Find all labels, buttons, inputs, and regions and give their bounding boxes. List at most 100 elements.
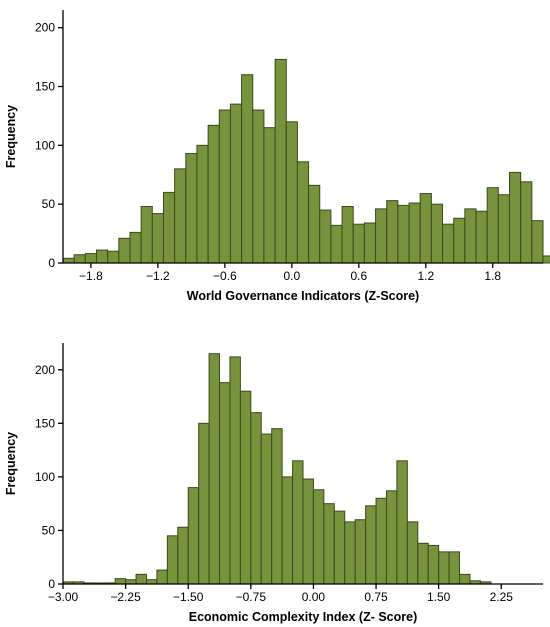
histogram-bar	[430, 203, 444, 264]
y-tick-label: 150	[35, 79, 55, 93]
histogram-bar	[107, 250, 120, 264]
histogram-bar	[365, 505, 377, 585]
histogram-bar	[308, 184, 321, 264]
y-tick-label: 50	[42, 523, 56, 537]
histogram-bar	[453, 217, 466, 264]
y-tick-label: 150	[35, 416, 55, 430]
histogram-bar	[62, 257, 75, 264]
x-tick-label: −1.2	[146, 269, 170, 283]
histogram-bar	[417, 542, 429, 585]
x-tick-label: 1.50	[427, 590, 451, 604]
histogram-bar	[344, 521, 356, 585]
complexity-x-ticks: −3.00 −2.25 −1.50 −0.75 0.00 0.75 1.50 2.25	[48, 584, 513, 604]
histogram-bar	[185, 153, 198, 264]
y-tick-label: 0	[48, 577, 55, 591]
histogram-bar	[531, 220, 544, 264]
histogram-bar	[260, 433, 273, 585]
histogram-bar	[375, 497, 387, 585]
histogram-bar	[198, 422, 210, 585]
complexity-bars	[62, 353, 492, 585]
x-tick-label: 0.0	[283, 269, 300, 283]
histogram-bar	[459, 573, 471, 585]
histogram-bar	[427, 544, 440, 585]
histogram-bar	[162, 191, 176, 264]
histogram-bar	[207, 124, 220, 264]
histogram-bar	[354, 519, 367, 585]
histogram-bar	[218, 109, 231, 264]
governance-bars	[62, 58, 550, 264]
histogram-bar	[375, 208, 388, 264]
histogram-bar	[229, 103, 243, 264]
governance-x-axis-title: World Governance Indicators (Z-Score)	[187, 289, 419, 303]
histogram-bar	[475, 210, 488, 264]
y-tick-label: 100	[35, 470, 55, 484]
complexity-y-ticks: 0 50 100 150 200	[35, 363, 63, 591]
histogram-bar	[219, 382, 231, 585]
y-tick-label: 50	[42, 197, 56, 211]
x-tick-label: −0.75	[236, 590, 267, 604]
histogram-bar	[352, 223, 365, 264]
governance-y-ticks: 0 50 100 150 200	[35, 21, 63, 270]
x-tick-label: 0.6	[350, 269, 367, 283]
histogram-bar	[330, 224, 343, 264]
y-tick-label: 0	[48, 256, 55, 270]
histogram-bar	[129, 231, 142, 264]
x-tick-label: −2.25	[110, 590, 141, 604]
histogram-bar	[419, 193, 432, 264]
histogram-bar	[296, 161, 310, 264]
histogram-bar	[241, 74, 254, 264]
complexity-x-axis-title: Economic Complexity Index (Z- Score)	[189, 610, 418, 624]
histogram-bar	[156, 569, 168, 585]
x-tick-label: −0.6	[213, 269, 237, 283]
histogram-bar	[95, 249, 109, 264]
histogram-bar	[250, 412, 262, 585]
histogram-bar	[166, 535, 179, 585]
histogram-bar	[84, 253, 97, 264]
governance-x-ticks: −1.8 −1.2 −0.6 0.0 0.6 1.2 1.8	[79, 263, 501, 283]
histogram-bar	[333, 510, 346, 585]
histogram-bar	[464, 208, 477, 264]
governance-histogram: 0 50 100 150 200 −1.8 −1.2 −0.6 0.0 0.6 1.2 1.8 Wo…	[4, 10, 550, 303]
histogram-bar	[135, 573, 147, 585]
histogram-bar	[271, 428, 283, 585]
x-tick-label: −3.00	[48, 590, 79, 604]
histogram-bar	[406, 521, 419, 585]
histogram-bar	[281, 476, 294, 585]
histogram-bar	[509, 171, 522, 264]
histogram-bar	[312, 489, 325, 585]
histogram-bar	[302, 478, 314, 585]
histogram-bar	[408, 202, 421, 264]
histogram-bar	[208, 353, 221, 585]
histogram-bar	[542, 255, 550, 264]
governance-y-axis-title: Frequency	[4, 105, 18, 168]
histogram-bar	[174, 168, 187, 264]
y-tick-label: 200	[35, 363, 55, 377]
complexity-y-axis-title: Frequency	[4, 432, 18, 495]
complexity-histogram: 0 50 100 150 200 −3.00 −2.25 −1.50 −0.75 0.00 0.7…	[4, 343, 543, 624]
histogram-bar	[274, 58, 287, 264]
histogram-bar	[196, 144, 209, 264]
x-tick-label: 2.25	[490, 590, 514, 604]
histogram-bar	[140, 206, 153, 264]
histogram-bar	[520, 181, 533, 264]
histogram-bar	[114, 578, 127, 585]
histogram-bar	[319, 209, 332, 264]
histogram-bar	[229, 356, 241, 585]
histogram-bar	[285, 121, 298, 264]
histogram-bar	[386, 200, 399, 264]
histogram-bar	[448, 551, 461, 585]
histogram-bar	[442, 223, 455, 264]
histogram-bar	[497, 194, 511, 264]
histogram-bar	[263, 127, 276, 264]
histogram-bar	[341, 206, 354, 264]
histogram-bar	[151, 213, 164, 264]
x-tick-label: 0.75	[364, 590, 388, 604]
x-tick-label: 1.2	[417, 269, 434, 283]
histogram-bar	[177, 526, 189, 585]
histogram-bar	[292, 460, 304, 585]
histogram-bar	[486, 187, 499, 264]
histogram-bar	[118, 237, 131, 264]
histogram-bar	[323, 503, 335, 585]
y-tick-label: 200	[35, 21, 55, 35]
